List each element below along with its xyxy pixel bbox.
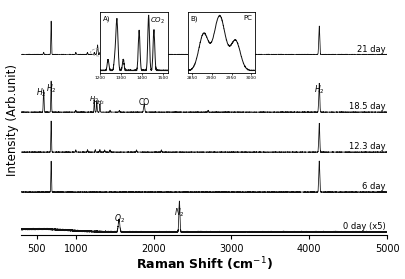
Text: $O_2$: $O_2$ xyxy=(113,213,124,225)
Text: 18.5 day: 18.5 day xyxy=(349,102,386,111)
Text: CO: CO xyxy=(139,98,150,107)
Text: $H_2$: $H_2$ xyxy=(92,98,101,107)
Text: $H_2$: $H_2$ xyxy=(36,87,47,99)
Text: $H_2$: $H_2$ xyxy=(314,83,324,95)
Text: 12.3 day: 12.3 day xyxy=(349,142,386,151)
Text: $H_2$: $H_2$ xyxy=(46,83,56,95)
Y-axis label: Intensity (Arb.unit): Intensity (Arb.unit) xyxy=(6,64,19,177)
Text: 0 day (x5): 0 day (x5) xyxy=(343,222,386,231)
Text: $H_2$: $H_2$ xyxy=(96,98,105,107)
Text: 21 day: 21 day xyxy=(357,45,386,54)
Text: 6 day: 6 day xyxy=(362,182,386,191)
Text: $N_2$: $N_2$ xyxy=(174,206,185,219)
X-axis label: Raman Shift (cm$^{-1}$): Raman Shift (cm$^{-1}$) xyxy=(136,256,273,273)
Text: $H_2$: $H_2$ xyxy=(90,95,99,105)
